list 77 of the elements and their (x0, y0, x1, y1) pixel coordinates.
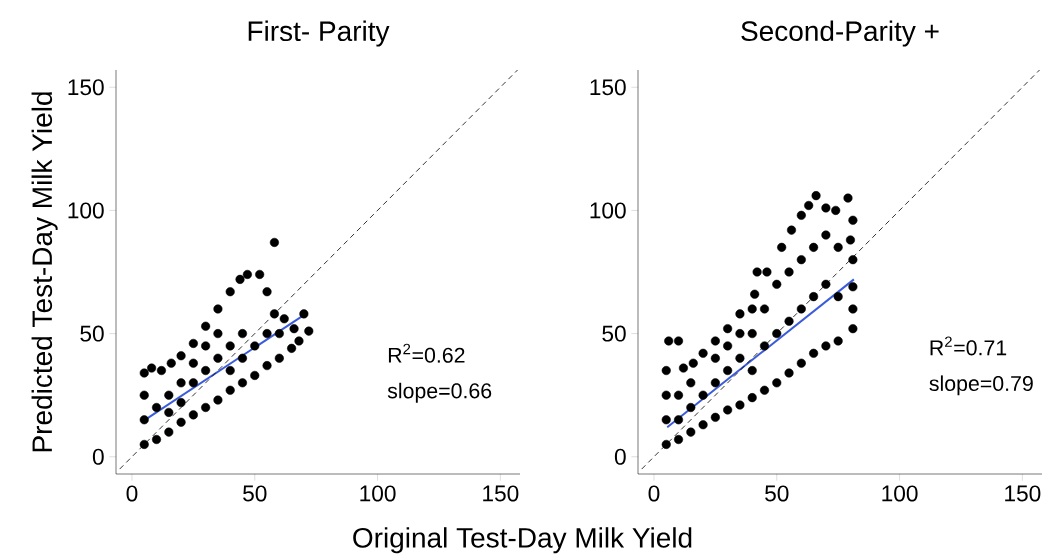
point (201, 402, 211, 413)
chart-title: First- Parity (248, 20, 390, 47)
x-axis-title: Original Test-Day Milk Yield (353, 527, 692, 554)
y-tick-label: 150 (590, 79, 626, 96)
point (188, 338, 198, 348)
point (147, 363, 157, 373)
point (274, 353, 284, 363)
annotation: slope=0.79 (929, 375, 1033, 396)
point (299, 309, 309, 319)
point (188, 378, 198, 388)
point (139, 390, 149, 400)
point (166, 358, 176, 368)
point (287, 343, 297, 353)
point (213, 329, 223, 339)
point (237, 378, 248, 388)
point (151, 434, 162, 445)
point (225, 385, 235, 395)
point (213, 353, 223, 363)
point (201, 366, 211, 376)
point (213, 304, 223, 314)
point (250, 341, 260, 351)
point (262, 287, 272, 297)
annotation: R$^{2}$=0.62 (388, 343, 465, 363)
x-tick-label: 50 (765, 485, 789, 502)
x-tick-label: 150 (1005, 485, 1041, 502)
point (213, 395, 223, 405)
point (289, 324, 299, 334)
y-tick-label: 50 (602, 325, 626, 342)
y-tick-label: 100 (590, 202, 626, 219)
point (237, 329, 248, 339)
x-tick-label: 50 (243, 485, 267, 502)
point (274, 329, 284, 339)
point (242, 269, 252, 279)
point (176, 378, 186, 388)
point (151, 402, 162, 413)
annotation: slope=0.66 (387, 382, 492, 403)
point (262, 329, 272, 339)
x-tick-label: 150 (483, 485, 519, 502)
point (188, 410, 198, 420)
y-tick-label: 100 (68, 202, 104, 219)
point (304, 326, 314, 336)
point (225, 341, 235, 351)
y-tick-label: 150 (68, 79, 104, 96)
point (139, 439, 149, 449)
y-tick-label: 0 (92, 448, 104, 465)
point (262, 361, 272, 371)
point (164, 407, 174, 417)
chart-title: Second-Parity + (741, 20, 939, 47)
point (250, 370, 260, 380)
point (269, 237, 279, 247)
point (255, 269, 265, 279)
point (269, 309, 279, 319)
point (225, 287, 235, 297)
point (156, 366, 166, 376)
x-tick-label: 100 (882, 485, 918, 502)
point (201, 341, 211, 351)
point (164, 427, 174, 437)
point (139, 368, 149, 378)
point (164, 390, 174, 400)
y-axis-title: Predicted Test-Day Milk Yield (31, 92, 58, 452)
point (294, 336, 304, 346)
x-tick-label: 100 (360, 485, 396, 502)
point (235, 274, 245, 284)
y-tick-label: 0 (614, 448, 626, 465)
point (201, 321, 211, 331)
point (176, 417, 186, 427)
x-tick-label: 0 (126, 485, 138, 502)
point (237, 353, 248, 363)
annotation: R$^{2}$=0.71 (930, 336, 1007, 356)
y-tick-label: 50 (80, 325, 104, 342)
point (279, 314, 289, 324)
point (139, 415, 149, 425)
point (188, 358, 198, 368)
point (225, 366, 235, 376)
point (176, 398, 186, 408)
point (176, 351, 186, 361)
x-tick-label: 0 (648, 485, 660, 502)
